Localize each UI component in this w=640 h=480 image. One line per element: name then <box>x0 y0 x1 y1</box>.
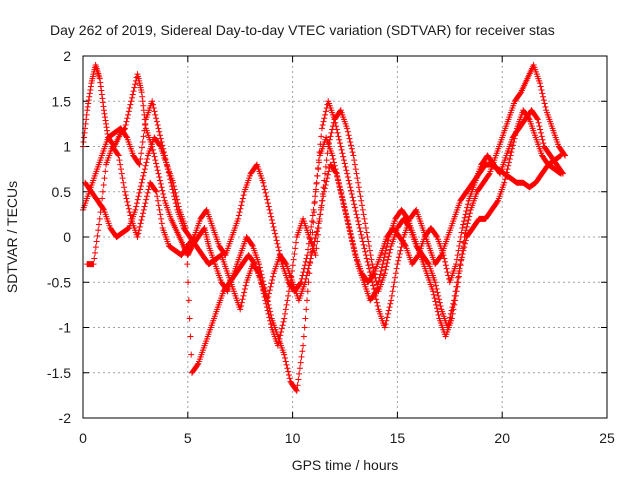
x-tick-label: 0 <box>79 430 87 446</box>
x-tick-labels: 0 5 10 15 20 25 <box>79 430 615 446</box>
y-tick-label: -0.5 <box>47 274 71 290</box>
x-tick-label: 5 <box>184 430 192 446</box>
x-tick-label: 20 <box>494 430 510 446</box>
y-tick-label: 2 <box>63 48 71 64</box>
y-tick-label: -2 <box>59 410 72 426</box>
series-track-4 <box>82 107 566 376</box>
x-tick-label: 15 <box>390 430 406 446</box>
y-tick-label: 1 <box>63 139 71 155</box>
chart-title: Day 262 of 2019, Sidereal Day-to-day VTE… <box>50 22 555 38</box>
y-tick-labels: 2 1.5 1 0.5 0 -0.5 -1 -1.5 -2 <box>47 48 71 426</box>
y-tick-label: 0 <box>63 229 71 245</box>
plot-frame <box>82 55 608 419</box>
y-tick-label: -1 <box>59 320 72 336</box>
data-point-markers <box>82 107 566 376</box>
x-axis-label: GPS time / hours <box>292 457 399 473</box>
y-tick-label: -1.5 <box>47 365 71 381</box>
y-axis-label: SDTVAR / TECUs <box>4 181 20 293</box>
x-tick-label: 10 <box>285 430 301 446</box>
y-tick-label: 1.5 <box>52 93 72 109</box>
x-tick-label: 25 <box>599 430 615 446</box>
y-tick-label: 0.5 <box>52 184 72 200</box>
